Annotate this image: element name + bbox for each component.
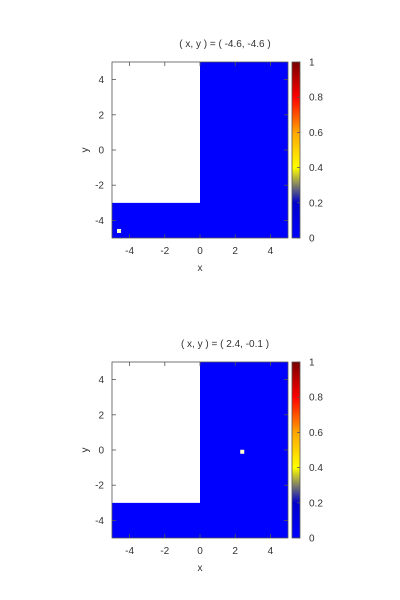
y-tick-label: 4 [98, 75, 104, 86]
y-tick-label: -2 [95, 481, 104, 492]
colorbar-tick-label: 0 [309, 234, 315, 245]
y-tick-label: -4 [95, 516, 104, 527]
y-tick-label: 0 [98, 446, 104, 457]
query-point-marker [117, 228, 122, 233]
y-axis-label: y [80, 448, 91, 453]
x-tick-label: -4 [125, 246, 134, 257]
x-axis-label: x [198, 563, 203, 574]
colorbar-tick-label: 1 [309, 358, 315, 369]
heatmap-panel-bottom: ( x, y ) = ( 2.4, -0.1 ) -4 -2 0 2 4 -4 -2 0 2 4 x y… [80, 339, 323, 574]
colorbar-tick-label: 0 [309, 534, 315, 545]
excluded-region [112, 362, 200, 503]
y-tick-label: 2 [98, 410, 104, 421]
colorbar-tick-label: 0.2 [309, 498, 323, 509]
colorbar-tick-label: 0.4 [309, 463, 323, 474]
x-tick-label: -2 [160, 246, 169, 257]
y-axis-label: y [80, 148, 91, 153]
x-axis-label: x [198, 263, 203, 274]
x-tick-label: 2 [232, 246, 238, 257]
x-tick-label: 4 [268, 546, 274, 557]
x-tick-label: -2 [160, 546, 169, 557]
y-tick-label: 0 [98, 146, 104, 157]
y-tick-label: 2 [98, 110, 104, 121]
excluded-region [112, 62, 200, 203]
y-tick-label: -4 [95, 216, 104, 227]
colorbar-tick-label: 0.8 [309, 93, 323, 104]
x-tick-label: 0 [197, 546, 203, 557]
x-tick-label: 0 [197, 246, 203, 257]
chart-title: ( x, y ) = ( 2.4, -0.1 ) [181, 339, 269, 350]
x-tick-label: -4 [125, 546, 134, 557]
y-tick-label: 4 [98, 375, 104, 386]
chart-title: ( x, y ) = ( -4.6, -4.6 ) [179, 39, 270, 50]
colorbar-tick-label: 0.6 [309, 428, 323, 439]
colorbar-tick-label: 0.6 [309, 128, 323, 139]
colorbar [291, 61, 301, 239]
colorbar-tick-label: 1 [309, 58, 315, 69]
colorbar-tick-label: 0.4 [309, 163, 323, 174]
colorbar-tick-label: 0.2 [309, 198, 323, 209]
heatmap-panel-top: ( x, y ) = ( -4.6, -4.6 ) -4 -2 0 2 4 -4 -2 0 2 4 x… [80, 39, 323, 274]
x-tick-label: 4 [268, 246, 274, 257]
colorbar-tick-label: 0.8 [309, 393, 323, 404]
y-tick-label: -2 [95, 181, 104, 192]
colorbar [291, 361, 301, 539]
x-tick-label: 2 [232, 546, 238, 557]
query-point-marker [240, 449, 245, 454]
